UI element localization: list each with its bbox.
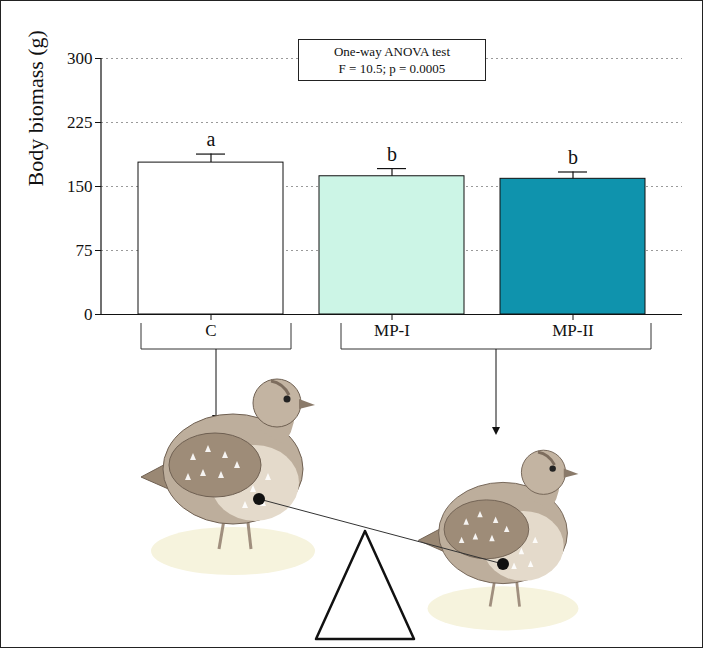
- svg-text:MP-I: MP-I: [374, 321, 410, 340]
- html-text:F = 10.5; p = 0.0005: F = 10.5; p = 0.0005: [338, 61, 446, 76]
- svg-text:a: a: [207, 128, 216, 150]
- svg-text:75: 75: [76, 241, 93, 260]
- svg-text:MP-II: MP-II: [552, 321, 594, 340]
- svg-text:Body biomass (g): Body biomass (g): [23, 30, 48, 186]
- svg-text:C: C: [205, 321, 216, 340]
- svg-text:b: b: [387, 143, 397, 165]
- svg-text:300: 300: [67, 49, 93, 68]
- svg-text:0: 0: [84, 305, 93, 324]
- html-text:One-way ANOVA test: One-way ANOVA test: [334, 44, 450, 59]
- svg-text:150: 150: [67, 177, 93, 196]
- svg-text:b: b: [568, 146, 578, 168]
- svg-text:225: 225: [67, 113, 93, 132]
